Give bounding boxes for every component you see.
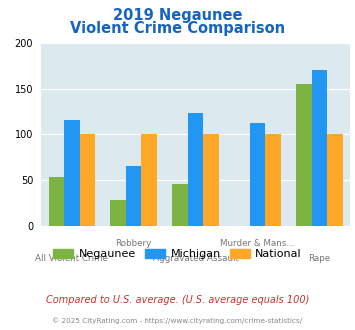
Bar — [126, 166, 141, 226]
Text: Violent Crime Comparison: Violent Crime Comparison — [70, 21, 285, 36]
Text: Robbery: Robbery — [116, 239, 152, 248]
Text: 2019 Negaunee: 2019 Negaunee — [113, 8, 242, 23]
Bar — [80, 134, 95, 226]
Text: All Violent Crime: All Violent Crime — [36, 254, 108, 263]
Text: Aggravated Assault: Aggravated Assault — [153, 254, 239, 263]
Bar — [265, 134, 281, 226]
Bar — [49, 177, 64, 226]
Bar — [110, 200, 126, 226]
Bar — [203, 134, 219, 226]
Bar — [312, 70, 327, 226]
Legend: Negaunee, Michigan, National: Negaunee, Michigan, National — [49, 244, 306, 263]
Text: Rape: Rape — [308, 254, 331, 263]
Text: © 2025 CityRating.com - https://www.cityrating.com/crime-statistics/: © 2025 CityRating.com - https://www.city… — [53, 317, 302, 324]
Bar — [327, 134, 343, 226]
Text: Murder & Mans...: Murder & Mans... — [220, 239, 295, 248]
Text: Compared to U.S. average. (U.S. average equals 100): Compared to U.S. average. (U.S. average … — [46, 295, 309, 305]
Bar — [64, 120, 80, 226]
Bar — [173, 184, 188, 226]
Bar — [141, 134, 157, 226]
Bar — [250, 123, 265, 226]
Bar — [296, 84, 312, 226]
Bar — [188, 114, 203, 226]
